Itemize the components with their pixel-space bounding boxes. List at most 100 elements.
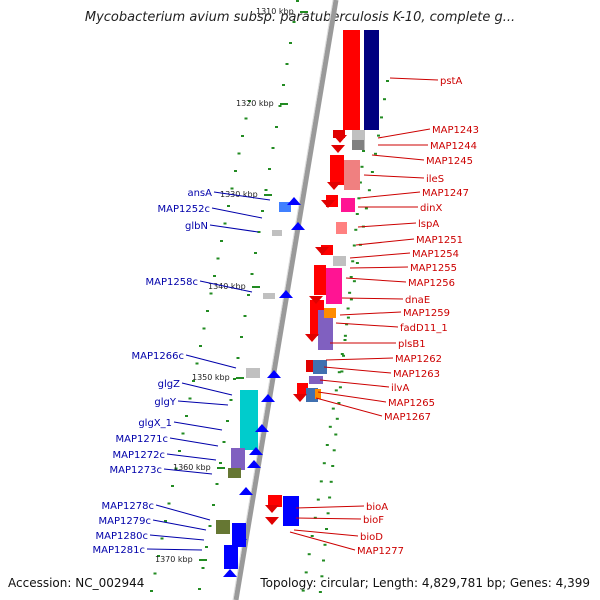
gene-label-reverse[interactable]: MAP1272c bbox=[113, 450, 165, 461]
gene-label-reverse[interactable]: MAP1280c bbox=[96, 531, 148, 542]
gene-label-forward[interactable]: fadD11_1 bbox=[400, 323, 448, 334]
gene-arrow[interactable] bbox=[321, 200, 335, 208]
gene-label-forward[interactable]: dinX bbox=[420, 203, 442, 214]
gene-label-forward[interactable]: bioF bbox=[363, 515, 384, 526]
gene-label-reverse[interactable]: MAP1266c bbox=[132, 351, 184, 362]
gene-label-reverse[interactable]: MAP1271c bbox=[116, 434, 168, 445]
gene-arrow[interactable] bbox=[267, 370, 281, 378]
gene-block[interactable] bbox=[268, 495, 282, 507]
gene-label-forward[interactable]: MAP1263 bbox=[393, 369, 440, 380]
track-tick bbox=[209, 292, 213, 295]
label-leader bbox=[185, 354, 237, 369]
gene-arrow[interactable] bbox=[333, 135, 347, 143]
gene-block[interactable] bbox=[240, 390, 258, 450]
gene-arrow[interactable] bbox=[233, 532, 247, 540]
gene-label-forward[interactable]: MAP1245 bbox=[426, 156, 473, 167]
gene-label-forward[interactable]: bioA bbox=[366, 502, 388, 513]
gene-label-forward[interactable]: MAP1251 bbox=[416, 235, 463, 246]
gene-block[interactable] bbox=[263, 293, 275, 299]
gene-block[interactable] bbox=[333, 130, 345, 138]
gene-label-forward[interactable]: MAP1267 bbox=[384, 412, 431, 423]
gene-label-reverse[interactable]: glgY bbox=[154, 397, 176, 408]
gene-label-forward[interactable]: MAP1247 bbox=[422, 188, 469, 199]
gene-label-forward[interactable]: pstA bbox=[440, 76, 462, 87]
gene-label-reverse[interactable]: glgZ bbox=[158, 379, 180, 390]
gene-label-forward[interactable]: MAP1243 bbox=[432, 125, 479, 136]
gene-arrow[interactable] bbox=[293, 394, 307, 402]
gene-arrow[interactable] bbox=[331, 145, 345, 153]
gene-arrow[interactable] bbox=[287, 197, 301, 205]
gene-block[interactable] bbox=[231, 448, 245, 470]
gene-label-reverse[interactable]: MAP1273c bbox=[110, 465, 162, 476]
track-tick bbox=[220, 240, 223, 242]
gene-block[interactable] bbox=[315, 389, 321, 399]
gene-block[interactable] bbox=[344, 160, 360, 190]
gene-block[interactable] bbox=[297, 383, 308, 395]
track-tick bbox=[157, 555, 160, 557]
gene-block[interactable] bbox=[272, 230, 282, 236]
gene-label-forward[interactable]: MAP1255 bbox=[410, 263, 457, 274]
gene-label-reverse[interactable]: MAP1278c bbox=[102, 501, 154, 512]
gene-block[interactable] bbox=[313, 360, 327, 374]
gene-block[interactable] bbox=[309, 376, 323, 384]
gene-label-forward[interactable]: lspA bbox=[418, 219, 439, 230]
gene-arrow[interactable] bbox=[309, 296, 323, 304]
gene-label-forward[interactable]: MAP1277 bbox=[357, 546, 404, 557]
gene-arrow[interactable] bbox=[265, 517, 279, 525]
track-tick bbox=[171, 485, 174, 487]
gene-label-forward[interactable]: plsB1 bbox=[398, 339, 426, 350]
gene-label-reverse[interactable]: MAP1281c bbox=[93, 545, 145, 556]
gene-block[interactable] bbox=[228, 468, 241, 478]
gene-block[interactable] bbox=[224, 545, 238, 569]
gene-label-forward[interactable]: bioD bbox=[360, 532, 383, 543]
gene-label-forward[interactable]: ileS bbox=[426, 174, 444, 185]
gene-arrow[interactable] bbox=[261, 394, 275, 402]
track-tick bbox=[349, 298, 353, 301]
gene-block[interactable] bbox=[279, 202, 291, 212]
gene-label-reverse[interactable]: glbN bbox=[185, 221, 208, 232]
gene-arrow[interactable] bbox=[255, 424, 269, 432]
gene-block[interactable] bbox=[318, 310, 333, 350]
gene-label-reverse[interactable]: MAP1258c bbox=[146, 277, 198, 288]
scale-tick bbox=[252, 286, 260, 288]
gene-label-forward[interactable]: MAP1256 bbox=[408, 278, 455, 289]
gene-block[interactable] bbox=[321, 245, 333, 255]
gene-label-forward[interactable]: ilvA bbox=[391, 383, 409, 394]
gene-block[interactable] bbox=[343, 30, 360, 130]
gene-arrow[interactable] bbox=[291, 222, 305, 230]
gene-block[interactable] bbox=[341, 198, 355, 212]
track-tick bbox=[367, 189, 371, 192]
gene-arrow[interactable] bbox=[239, 487, 253, 495]
gene-label-forward[interactable]: MAP1254 bbox=[412, 249, 459, 260]
gene-label-reverse[interactable]: MAP1279c bbox=[99, 516, 151, 527]
track-tick bbox=[296, 0, 299, 2]
gene-label-forward[interactable]: MAP1244 bbox=[430, 141, 477, 152]
gene-block[interactable] bbox=[336, 222, 347, 234]
gene-arrow[interactable] bbox=[305, 334, 319, 342]
gene-arrow[interactable] bbox=[249, 447, 263, 455]
gene-label-forward[interactable]: dnaE bbox=[405, 295, 430, 306]
gene-arrow[interactable] bbox=[279, 290, 293, 298]
gene-arrow[interactable] bbox=[223, 569, 237, 577]
gene-arrow[interactable] bbox=[265, 505, 279, 513]
gene-block[interactable] bbox=[326, 268, 342, 304]
gene-arrow[interactable] bbox=[315, 247, 329, 255]
gene-label-reverse[interactable]: ansA bbox=[187, 188, 212, 199]
gene-block[interactable] bbox=[330, 155, 344, 185]
gene-block[interactable] bbox=[333, 256, 346, 266]
gene-block[interactable] bbox=[216, 520, 230, 534]
gene-label-reverse[interactable]: glgX_1 bbox=[138, 418, 172, 429]
gene-label-forward[interactable]: MAP1262 bbox=[395, 354, 442, 365]
gene-block[interactable] bbox=[364, 30, 379, 130]
gene-block[interactable] bbox=[283, 496, 299, 526]
gene-block[interactable] bbox=[246, 368, 260, 378]
gene-arrow[interactable] bbox=[327, 182, 341, 190]
gene-block[interactable] bbox=[324, 308, 336, 318]
gene-arrow[interactable] bbox=[247, 460, 261, 468]
gene-label-forward[interactable]: MAP1265 bbox=[388, 398, 435, 409]
gene-block[interactable] bbox=[314, 265, 326, 295]
gene-label-forward[interactable]: MAP1259 bbox=[403, 308, 450, 319]
gene-label-reverse[interactable]: MAP1252c bbox=[158, 204, 210, 215]
gene-block[interactable] bbox=[352, 140, 364, 150]
track-tick bbox=[212, 504, 215, 506]
